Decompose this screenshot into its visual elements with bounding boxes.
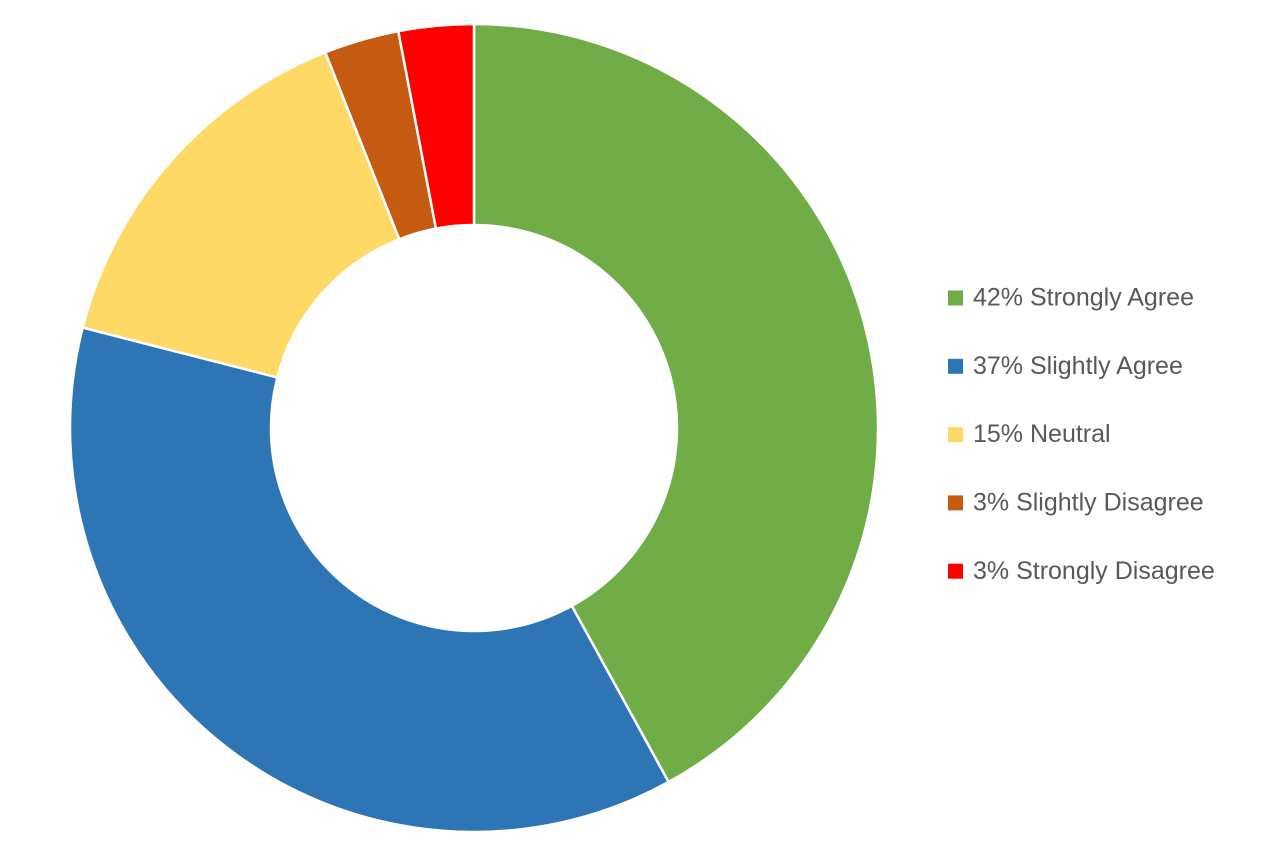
legend-label: 37% Slightly Agree — [973, 352, 1183, 380]
legend-swatch — [948, 290, 963, 306]
donut-slice — [68, 326, 671, 834]
legend-swatch — [948, 358, 963, 374]
legend-swatch — [948, 563, 963, 579]
donut-slice — [472, 22, 880, 784]
donut-slice — [396, 22, 476, 231]
legend-swatch — [948, 495, 963, 511]
legend-label: 42% Strongly Agree — [973, 284, 1194, 312]
legend-label: 15% Neutral — [973, 420, 1111, 448]
legend-label: 3% Strongly Disagree — [973, 557, 1215, 585]
legend-label: 3% Slightly Disagree — [973, 489, 1204, 517]
donut-slice — [81, 50, 401, 380]
legend-swatch — [948, 427, 963, 443]
